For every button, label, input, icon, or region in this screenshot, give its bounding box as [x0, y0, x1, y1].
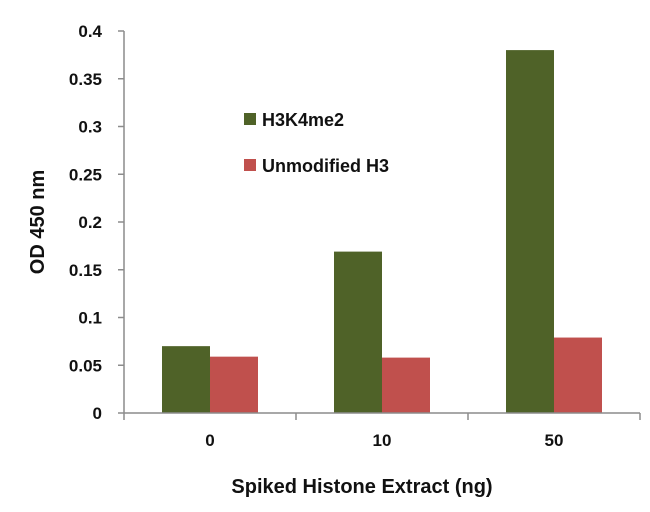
y-tick-label: 0.25 — [69, 165, 102, 184]
y-tick-label: 0.35 — [69, 70, 102, 89]
bar-h3k4me2-0 — [162, 346, 210, 413]
y-tick-label: 0 — [93, 404, 102, 423]
ticks-layer: 0 10 50 0 0.05 0.1 0.15 0.2 0.25 0.3 0.35 0.4 — [69, 22, 564, 450]
bar-unmodified-h3-10 — [382, 357, 430, 413]
y-axis-title: OD 450 nm — [27, 170, 49, 274]
bars-layer — [162, 50, 602, 413]
y-tick-label: 0.15 — [69, 261, 102, 280]
bar-unmodified-h3-0 — [210, 356, 258, 413]
bar-h3k4me2-50 — [506, 50, 554, 413]
x-tick-label: 50 — [545, 431, 564, 450]
y-tick-label: 0.05 — [69, 356, 102, 375]
y-tick-label: 0.3 — [78, 118, 102, 137]
y-tick-label: 0.4 — [78, 22, 102, 41]
x-axis-title: Spiked Histone Extract (ng) — [231, 476, 492, 498]
legend: H3K4me2 Unmodified H3 — [244, 110, 389, 176]
y-tick-label: 0.1 — [78, 309, 102, 328]
legend-label: H3K4me2 — [262, 110, 344, 130]
bar-unmodified-h3-50 — [554, 337, 602, 413]
axes-layer — [118, 30, 641, 420]
bar-h3k4me2-10 — [334, 251, 382, 413]
x-tick-label: 10 — [373, 431, 392, 450]
y-tick-label: 0.2 — [78, 213, 102, 232]
legend-label: Unmodified H3 — [262, 156, 389, 176]
legend-swatch — [244, 159, 256, 171]
x-tick-label: 0 — [205, 431, 214, 450]
legend-swatch — [244, 113, 256, 125]
